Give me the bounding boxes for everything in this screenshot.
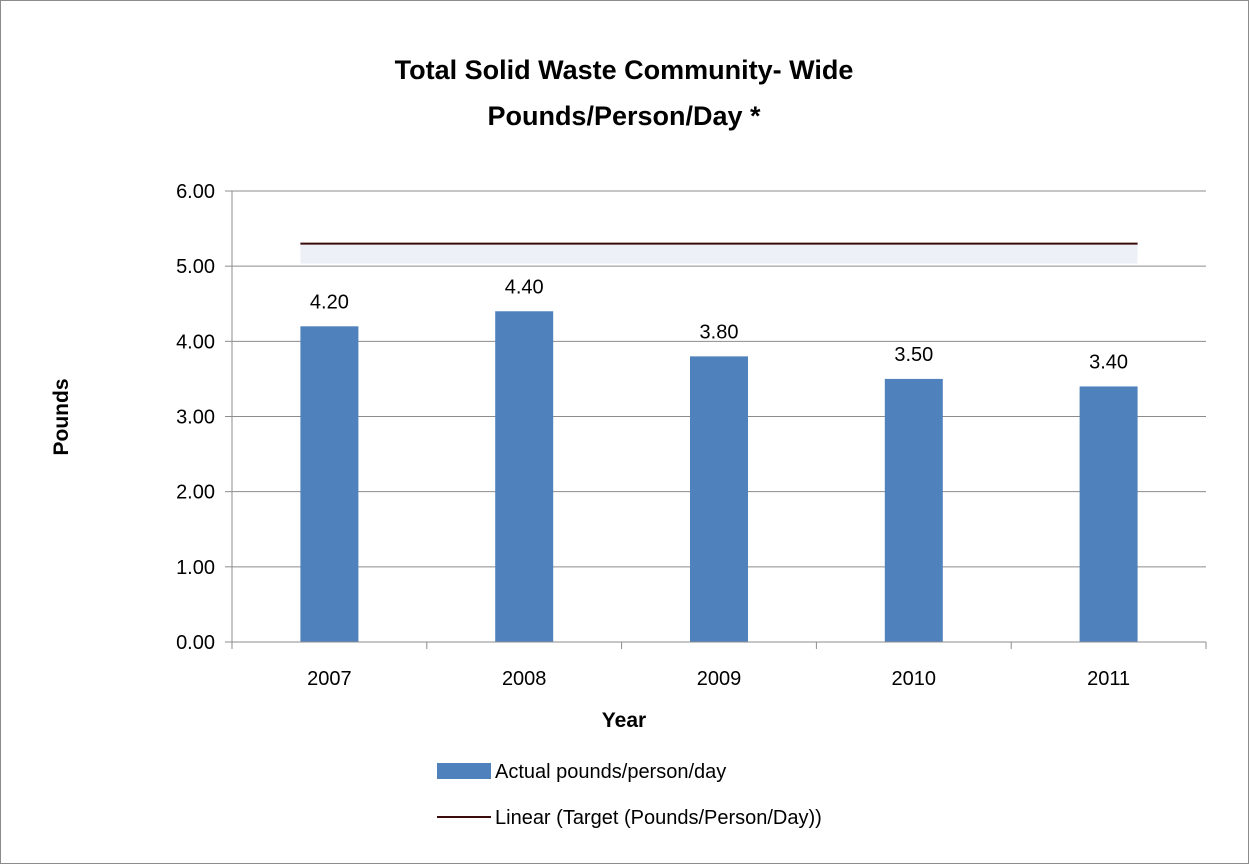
data-labels: 4.20 4.40 3.80 3.50 3.40 — [310, 276, 1128, 373]
y-tick-label: 6.00 — [176, 181, 215, 203]
y-tick-labels: 0.00 1.00 2.00 3.00 4.00 5.00 6.00 — [176, 181, 215, 654]
y-tick-label: 2.00 — [176, 482, 215, 504]
y-tick-label: 5.00 — [176, 256, 215, 278]
y-tick-label: 1.00 — [176, 557, 215, 579]
data-label-2011: 3.40 — [1089, 351, 1128, 373]
legend-label-target: Linear (Target (Pounds/Person/Day)) — [495, 807, 822, 829]
y-tick-label: 4.00 — [176, 331, 215, 353]
x-tick-label-2010: 2010 — [892, 668, 937, 690]
x-tick-label-2009: 2009 — [697, 668, 742, 690]
target-line-series — [300, 242, 1138, 264]
data-label-2007: 4.20 — [310, 291, 349, 313]
chart-title-line-1: Total Solid Waste Community- Wide — [395, 55, 854, 85]
x-axis-title: Year — [602, 709, 646, 732]
chart-title: Total Solid Waste Community- Wide Pounds… — [395, 55, 854, 131]
x-tick-label-2007: 2007 — [307, 668, 352, 690]
bar-2011 — [1079, 386, 1138, 642]
target-line-shadow — [300, 243, 1138, 264]
bar-2008 — [495, 311, 554, 642]
bar-2009 — [690, 356, 748, 642]
bar-2010 — [884, 378, 943, 642]
x-tick-label-2011: 2011 — [1087, 668, 1130, 690]
x-tick-label-2008: 2008 — [502, 668, 547, 690]
y-tick-label: 3.00 — [176, 407, 215, 429]
y-tick-label: 0.00 — [176, 632, 215, 654]
legend: Actual pounds/person/day Linear (Target … — [437, 761, 822, 829]
axes — [225, 190, 1207, 649]
chart-title-line-2: Pounds/Person/Day * — [487, 101, 761, 131]
bar-2007 — [300, 326, 359, 642]
x-tick-labels: 2007 2008 2009 2010 2011 — [307, 668, 1130, 690]
data-label-2008: 4.40 — [505, 276, 544, 298]
legend-swatch-actual — [437, 763, 491, 779]
legend-label-actual: Actual pounds/person/day — [495, 761, 726, 783]
data-label-2009: 3.80 — [700, 321, 739, 343]
bar-series — [300, 311, 1138, 642]
y-axis-title: Pounds — [50, 379, 73, 456]
data-label-2010: 3.50 — [894, 344, 933, 366]
